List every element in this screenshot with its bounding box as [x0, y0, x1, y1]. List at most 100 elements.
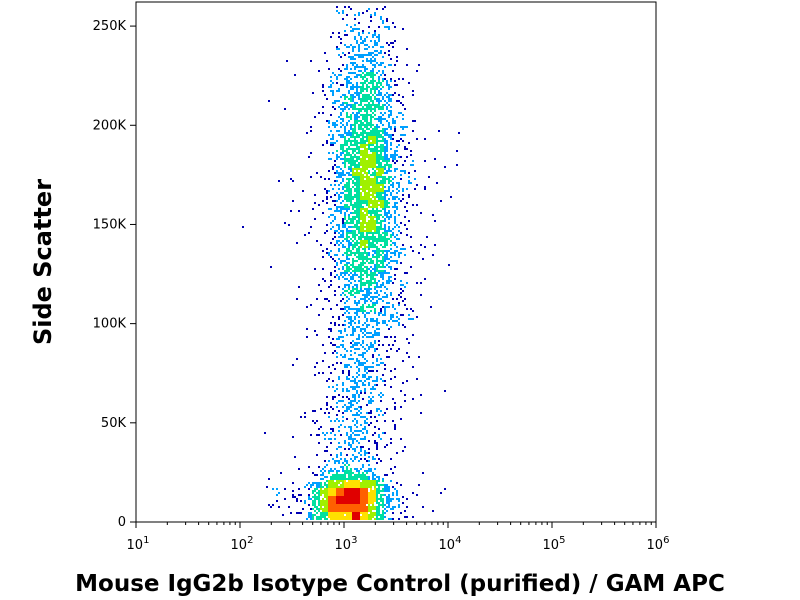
event-dot — [370, 244, 372, 246]
event-dot — [340, 336, 342, 338]
event-dot — [376, 86, 378, 88]
event-dot — [352, 234, 354, 236]
event-dot — [382, 150, 384, 152]
event-dot — [380, 362, 382, 364]
event-dot — [366, 292, 368, 294]
event-dot — [368, 384, 370, 386]
event-dot — [372, 196, 374, 198]
event-dot — [330, 406, 332, 408]
event-dot — [350, 192, 352, 194]
event-dot — [352, 220, 354, 222]
event-dot — [376, 136, 378, 138]
event-dot — [332, 488, 334, 490]
event-dot — [358, 192, 360, 194]
event-dot — [376, 380, 378, 382]
event-dot — [294, 496, 296, 498]
event-dot — [368, 248, 370, 250]
event-dot — [396, 84, 398, 86]
event-dot — [348, 116, 350, 118]
event-dot — [314, 268, 316, 270]
event-dot — [318, 518, 320, 520]
event-dot — [360, 240, 362, 242]
event-dot — [350, 58, 352, 60]
event-dot — [392, 154, 394, 156]
event-dot — [354, 288, 356, 290]
event-dot — [366, 192, 368, 194]
event-dot — [348, 476, 350, 478]
event-dot — [346, 64, 348, 66]
event-dot — [344, 214, 346, 216]
event-dot — [342, 64, 344, 66]
event-dot — [372, 74, 374, 76]
event-dot — [364, 496, 366, 498]
event-dot — [342, 158, 344, 160]
event-dot — [374, 292, 376, 294]
event-dot — [370, 300, 372, 302]
event-dot — [346, 418, 348, 420]
event-dot — [336, 510, 338, 512]
event-dot — [344, 226, 346, 228]
event-dot — [364, 176, 366, 178]
event-dot — [346, 134, 348, 136]
event-dot — [368, 506, 370, 508]
event-dot — [320, 474, 322, 476]
event-dot — [376, 196, 378, 198]
event-dot — [366, 266, 368, 268]
event-dot — [358, 66, 360, 68]
event-dot — [328, 120, 330, 122]
event-dot — [354, 502, 356, 504]
event-dot — [354, 450, 356, 452]
event-dot — [384, 150, 386, 152]
event-dot — [382, 118, 384, 120]
event-dot — [350, 478, 352, 480]
event-dot — [328, 386, 330, 388]
event-dot — [362, 332, 364, 334]
event-dot — [382, 306, 384, 308]
event-dot — [276, 494, 278, 496]
event-dot — [318, 442, 320, 444]
event-dot — [376, 178, 378, 180]
event-dot — [340, 486, 342, 488]
event-dot — [290, 210, 292, 212]
event-dot — [444, 390, 446, 392]
event-dot — [406, 272, 408, 274]
event-dot — [396, 188, 398, 190]
event-dot — [364, 242, 366, 244]
event-dot — [410, 236, 412, 238]
event-dot — [370, 238, 372, 240]
event-dot — [402, 244, 404, 246]
event-dot — [384, 486, 386, 488]
event-dot — [368, 246, 370, 248]
event-dot — [368, 518, 370, 520]
event-dot — [348, 206, 350, 208]
event-dot — [356, 290, 358, 292]
event-dot — [366, 110, 368, 112]
event-dot — [368, 54, 370, 56]
event-dot — [374, 66, 376, 68]
event-dot — [340, 424, 342, 426]
event-dot — [384, 26, 386, 28]
event-dot — [364, 384, 366, 386]
event-dot — [382, 278, 384, 280]
event-dot — [388, 180, 390, 182]
event-dot — [352, 218, 354, 220]
event-dot — [396, 250, 398, 252]
event-dot — [360, 76, 362, 78]
event-dot — [360, 176, 362, 178]
event-dot — [326, 492, 328, 494]
event-dot — [336, 506, 338, 508]
event-dot — [302, 190, 304, 192]
event-dot — [374, 198, 376, 200]
event-dot — [370, 262, 372, 264]
event-dot — [348, 268, 350, 270]
event-dot — [392, 252, 394, 254]
event-dot — [396, 320, 398, 322]
event-dot — [358, 258, 360, 260]
event-dot — [360, 476, 362, 478]
event-dot — [396, 350, 398, 352]
event-dot — [354, 456, 356, 458]
event-dot — [308, 488, 310, 490]
event-dot — [354, 62, 356, 64]
event-dot — [342, 468, 344, 470]
event-dot — [344, 212, 346, 214]
